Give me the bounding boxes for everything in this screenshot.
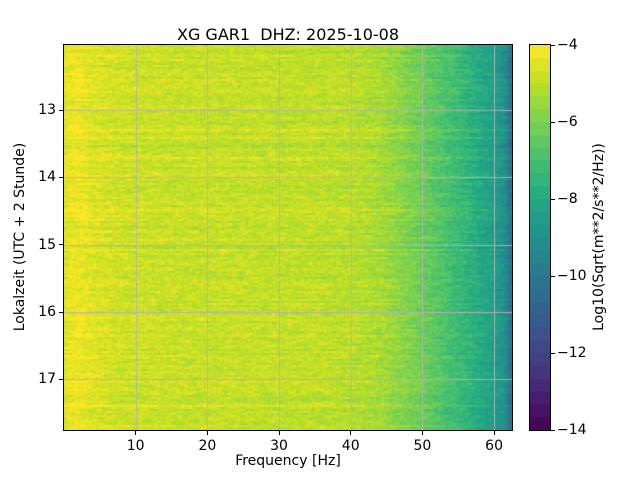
colorbar-tick-mark [551, 275, 555, 277]
x-tick-mark [135, 431, 137, 435]
colorbar-tick-label: −4 [557, 37, 578, 53]
x-tick-mark [421, 431, 423, 435]
colorbar-step [530, 378, 550, 392]
colorbar-step [530, 96, 550, 110]
colorbar-step [530, 186, 550, 199]
colorbar-tick-mark [551, 121, 555, 123]
x-tick-mark [206, 431, 208, 435]
colorbar-tick-label: −12 [557, 345, 587, 361]
colorbar-step [530, 404, 550, 418]
colorbar-tick-mark [551, 429, 555, 431]
colorbar-step [530, 121, 550, 135]
y-tick-mark [59, 176, 63, 178]
colorbar-step [530, 173, 550, 187]
x-tick-label: 50 [413, 438, 432, 454]
colorbar-tick-label: −8 [557, 191, 578, 207]
colorbar [529, 44, 551, 431]
plot-title: XG GAR1 DHZ: 2025-10-08 [176, 25, 400, 44]
colorbar-tick-mark [551, 198, 555, 200]
colorbar-step [530, 70, 550, 84]
x-tick-label: 30 [270, 438, 288, 454]
colorbar-step [530, 263, 550, 276]
colorbar-step [530, 417, 550, 430]
y-tick-label: 16 [38, 304, 56, 321]
y-tick-label: 17 [38, 371, 56, 388]
plot-frame [63, 44, 513, 431]
x-tick-label: 10 [126, 438, 145, 454]
colorbar-step [530, 83, 550, 97]
colorbar-label: Log10(Sqrt(m**2/s**2/Hz)) [591, 143, 607, 331]
colorbar-tick-label: −14 [557, 422, 587, 438]
x-tick-label: 60 [485, 438, 503, 454]
x-tick-mark [350, 431, 352, 435]
x-tick-label: 40 [341, 438, 360, 454]
x-axis-label: Frequency [Hz] [235, 453, 341, 469]
y-tick-mark [59, 109, 63, 111]
y-tick-label: 13 [38, 102, 56, 118]
colorbar-step [530, 314, 550, 328]
colorbar-step [530, 250, 550, 264]
colorbar-step [530, 134, 550, 148]
colorbar-step [530, 288, 550, 302]
colorbar-step [530, 160, 550, 174]
colorbar-step [530, 109, 550, 122]
colorbar-tick-label: −6 [557, 114, 578, 130]
colorbar-tick-mark [551, 352, 555, 354]
colorbar-step [530, 391, 550, 405]
y-tick-mark [59, 244, 63, 246]
colorbar-step [530, 57, 550, 71]
colorbar-step [530, 352, 550, 366]
colorbar-step [530, 327, 550, 341]
x-tick-mark [278, 431, 280, 435]
colorbar-step [530, 237, 550, 251]
y-tick-label: 15 [38, 236, 56, 253]
colorbar-step [530, 365, 550, 379]
colorbar-step [530, 198, 550, 212]
colorbar-step [530, 340, 550, 353]
colorbar-step [530, 301, 550, 315]
colorbar-step [530, 211, 550, 225]
colorbar-step [530, 45, 550, 58]
colorbar-step [530, 224, 550, 238]
x-tick-mark [493, 431, 495, 435]
y-tick-mark [59, 378, 63, 380]
y-tick-label: 14 [38, 169, 56, 186]
x-tick-label: 20 [198, 438, 217, 454]
spectrogram-canvas [64, 45, 512, 430]
colorbar-tick-mark [551, 44, 555, 46]
y-tick-mark [59, 311, 63, 313]
colorbar-tick-label: −10 [557, 268, 587, 284]
colorbar-step [530, 275, 550, 289]
colorbar-step [530, 147, 550, 161]
